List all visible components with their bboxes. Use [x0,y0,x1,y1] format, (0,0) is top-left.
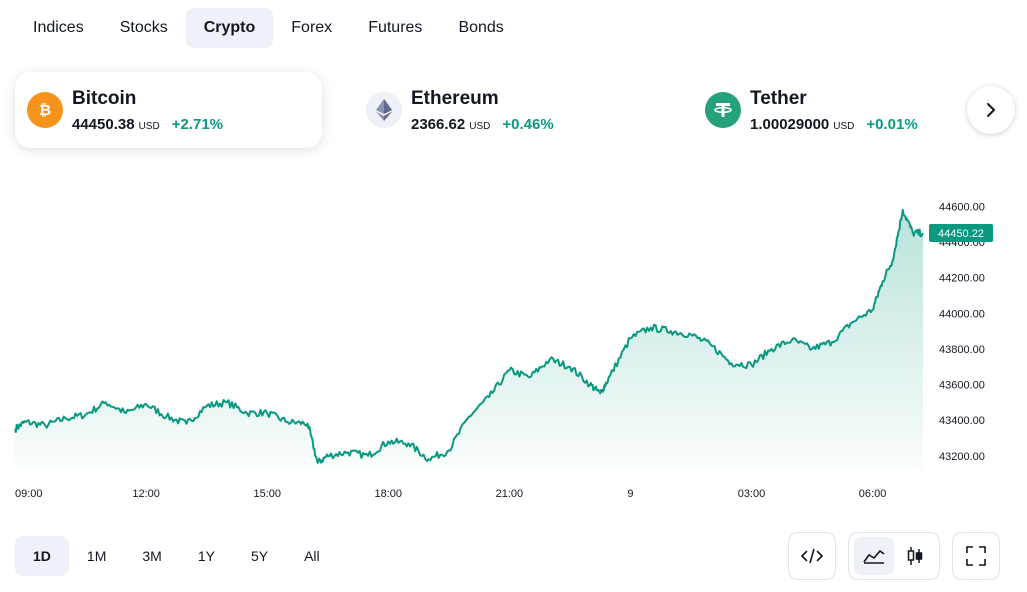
ticker-price: 1.00029000 [750,115,830,133]
last-price-badge: 44450.22 [929,224,993,243]
tab-forex[interactable]: Forex [291,19,333,36]
range-1d-button[interactable]: 1D [15,536,69,576]
next-tickers-button[interactable] [967,86,1015,134]
x-tick-label: 09:00 [15,488,43,500]
range-1y-button[interactable]: 1Y [197,548,215,564]
y-tick-label: 43800.00 [939,344,985,356]
svg-text:44450.22: 44450.22 [938,228,984,240]
ticker-change: +0.46% [502,115,554,133]
range-selector: 1D 1M 3M 1Y 5Y All [15,536,338,576]
ticker-name: Tether [750,87,807,109]
tab-bonds[interactable]: Bonds [458,19,504,36]
tab-indices[interactable]: Indices [33,19,84,36]
chevron-right-icon [987,103,995,117]
area-chart-button[interactable] [853,537,894,575]
x-tick-label: 06:00 [859,488,887,500]
y-tick-label: 44000.00 [939,308,985,320]
ticker-change: +0.01% [866,115,918,133]
range-3m-button[interactable]: 3M [142,548,162,564]
range-5y-button[interactable]: 5Y [250,548,269,564]
y-tick-label: 43600.00 [939,380,985,392]
candlestick-chart-button[interactable] [895,537,935,575]
ticker-price: 2366.62 [411,115,466,133]
chart-price-line [14,208,924,464]
svg-text:₿: ₿ [39,101,51,119]
tab-futures[interactable]: Futures [368,19,423,36]
bitcoin-icon: ₿ [27,92,63,128]
tab-stocks[interactable]: Stocks [119,19,168,36]
ticker-card-ethereum[interactable]: Ethereum 2366.62 USD +0.46% [354,72,661,148]
y-tick-label: 43400.00 [939,415,985,427]
candlestick-icon [907,547,922,565]
chart-type-toggle [848,532,940,580]
x-tick-label: 15:00 [253,488,281,500]
market-tabs: Indices Stocks Crypto Forex Futures Bond… [15,8,522,48]
ticker-change: +2.71% [171,115,223,133]
x-tick-label: 03:00 [738,488,766,500]
x-tick-label: 12:00 [132,488,160,500]
tab-crypto[interactable]: Crypto [185,8,274,48]
ticker-name: Bitcoin [72,87,137,109]
chart-area-fill [15,209,923,470]
x-tick-label: 9 [627,488,633,500]
x-tick-label: 21:00 [496,488,524,500]
x-tick-label: 18:00 [375,488,403,500]
ticker-card-bitcoin[interactable]: ₿ Bitcoin 44450.38 USD +2.71% [15,72,322,148]
ticker-name: Ethereum [411,87,499,109]
price-chart[interactable]: 43200.00 43400.00 43600.00 43800.00 44000.00… [0,175,1027,515]
range-all-button[interactable]: All [304,548,320,564]
range-1m-button[interactable]: 1M [86,548,107,564]
ticker-currency: USD [138,120,160,132]
ticker-price: 44450.38 [72,115,135,133]
ticker-card-tether[interactable]: Tether 1.00029000 USD +0.01% [693,72,1000,148]
x-axis: 09:00 12:00 15:00 18:00 21:00 9 03:00 06:00 [15,488,886,500]
ticker-currency: USD [833,120,855,132]
fullscreen-icon [966,546,986,566]
code-icon [801,548,823,564]
fullscreen-button[interactable] [952,532,1000,580]
tether-icon [705,92,741,128]
ethereum-icon [366,92,402,128]
embed-button[interactable] [788,532,836,580]
ticker-currency: USD [469,120,491,132]
y-tick-label: 44200.00 [939,273,985,285]
y-tick-label: 43200.00 [939,451,985,463]
area-chart-icon [862,549,884,564]
y-tick-label: 44600.00 [939,201,985,213]
